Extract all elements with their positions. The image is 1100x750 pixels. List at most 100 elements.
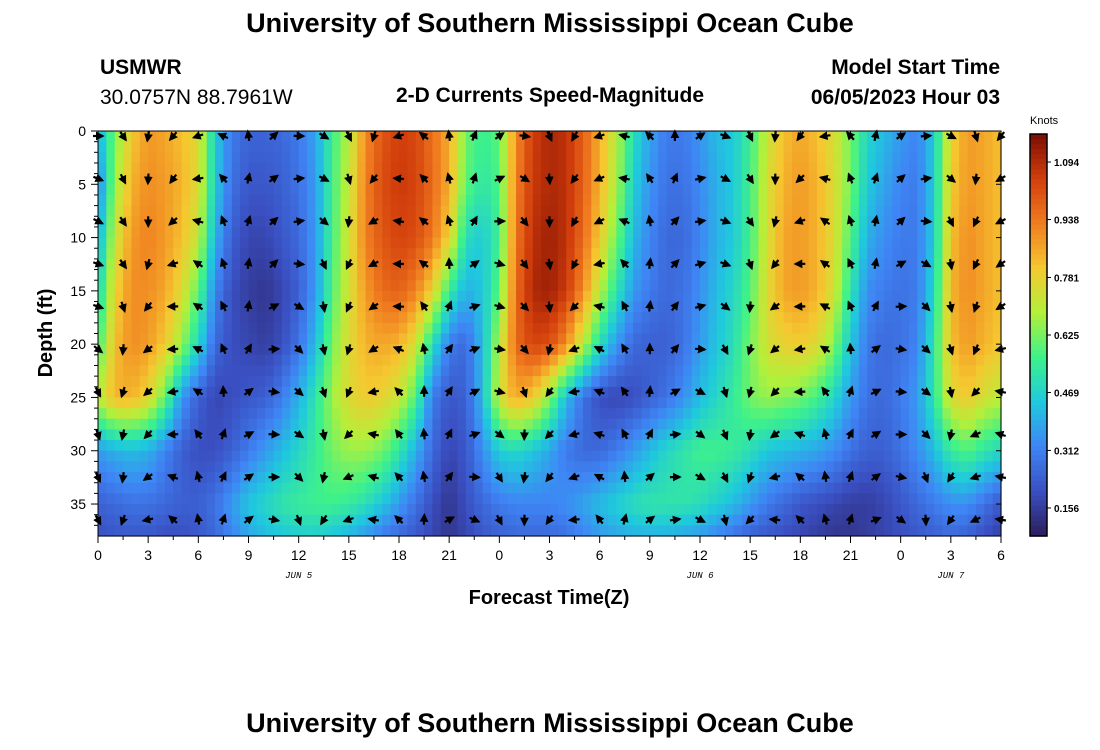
heatmap-cell — [181, 376, 191, 388]
heatmap-cell — [641, 408, 651, 420]
heatmap-cell — [365, 376, 375, 388]
heatmap-cell — [173, 493, 183, 505]
heatmap-cell — [373, 312, 383, 324]
heatmap-cell — [624, 237, 634, 249]
heatmap-cell — [516, 397, 526, 409]
heatmap-cell — [875, 450, 885, 462]
colorbar-segment — [1030, 149, 1047, 155]
current-vector-arrow — [895, 344, 908, 354]
heatmap-cell — [566, 152, 576, 164]
current-vector-arrow — [469, 260, 480, 269]
heatmap-cell — [599, 258, 609, 271]
heatmap-cell — [783, 440, 793, 452]
heatmap-cell — [984, 440, 994, 452]
heatmap-cell — [307, 333, 316, 345]
current-vector-arrow — [645, 385, 654, 397]
heatmap-cell — [691, 141, 701, 153]
heatmap-cell — [750, 280, 760, 292]
heatmap-cell — [817, 280, 827, 292]
current-vector-arrow — [419, 512, 429, 525]
heatmap-cell — [616, 461, 626, 473]
heatmap-cell — [532, 440, 542, 452]
heatmap-cell — [415, 312, 425, 324]
heatmap-cell — [858, 440, 868, 452]
heatmap-cell — [900, 280, 910, 292]
heatmap-cell — [415, 525, 425, 537]
heatmap-cell — [691, 226, 701, 239]
heatmap-cell — [399, 450, 408, 462]
heatmap-cell — [658, 440, 668, 452]
heatmap-cell — [925, 408, 935, 420]
heatmap-cell — [658, 504, 668, 516]
heatmap-cell — [591, 312, 601, 324]
heatmap-cell — [842, 216, 852, 228]
heatmap-cell — [649, 269, 659, 281]
heatmap-cell — [231, 514, 241, 526]
heatmap-cell — [783, 258, 793, 271]
heatmap-cell — [123, 418, 133, 431]
heatmap-cell — [934, 493, 944, 505]
heatmap-cell — [240, 312, 250, 324]
heatmap-cell — [850, 205, 860, 217]
heatmap-cell — [582, 162, 592, 175]
heatmap-cell — [340, 301, 350, 313]
heatmap-cell — [766, 194, 776, 207]
heatmap-cell — [909, 376, 918, 388]
heatmap-cell — [332, 216, 342, 228]
heatmap-cell — [307, 429, 316, 441]
heatmap-cell — [766, 205, 776, 217]
heatmap-cell — [198, 301, 208, 313]
colorbar-segment — [1030, 194, 1047, 200]
heatmap-cell — [959, 184, 969, 196]
heatmap-cell — [992, 482, 1002, 494]
heatmap-cell — [541, 440, 551, 452]
heatmap-cell — [541, 312, 551, 324]
heatmap-cell — [825, 461, 835, 473]
colorbar-segment — [1030, 480, 1047, 487]
heatmap-cell — [967, 258, 977, 271]
heatmap-cell — [265, 514, 275, 526]
heatmap-cell — [909, 397, 918, 409]
colorbar-segment — [1030, 340, 1047, 346]
heatmap-cell — [825, 301, 835, 313]
heatmap-cell — [733, 301, 743, 313]
heatmap-cell — [399, 493, 408, 505]
heatmap-cell — [265, 504, 275, 516]
heatmap-cell — [373, 194, 383, 207]
heatmap-cell — [457, 386, 467, 399]
heatmap-cell — [240, 525, 250, 537]
heatmap-cell — [917, 408, 927, 420]
heatmap-cell — [148, 450, 158, 462]
heatmap-cell — [942, 226, 952, 239]
heatmap-cell — [708, 301, 718, 313]
heatmap-cell — [909, 258, 918, 271]
heatmap-cell — [817, 269, 827, 281]
heatmap-cell — [507, 258, 517, 271]
heatmap-cell — [917, 525, 927, 537]
heatmap-cell — [783, 344, 793, 356]
colorbar-segment — [1030, 329, 1047, 336]
heatmap-cell — [281, 472, 291, 484]
heatmap-cell — [549, 493, 559, 505]
heatmap-cell — [909, 290, 918, 303]
heatmap-cell — [909, 450, 918, 462]
heatmap-cell — [599, 216, 609, 228]
date-label: JUN 7 — [937, 571, 965, 581]
current-vector-arrow — [870, 129, 880, 142]
current-vector-arrow — [545, 344, 555, 356]
heatmap-cell — [591, 194, 601, 207]
heatmap-cell — [432, 269, 442, 281]
heatmap-cell — [741, 322, 751, 335]
heatmap-cell — [674, 162, 684, 175]
heatmap-cell — [432, 493, 442, 505]
heatmap-cell — [457, 301, 467, 313]
current-vector-arrow — [819, 345, 831, 354]
heatmap-cell — [273, 312, 283, 324]
heatmap-cell — [934, 131, 944, 143]
heatmap-cell — [608, 248, 617, 260]
current-vector-arrow — [143, 301, 153, 312]
heatmap-cell — [959, 194, 969, 207]
heatmap-cell — [549, 461, 559, 473]
heatmap-cell — [783, 472, 793, 484]
heatmap-cell — [465, 450, 475, 462]
